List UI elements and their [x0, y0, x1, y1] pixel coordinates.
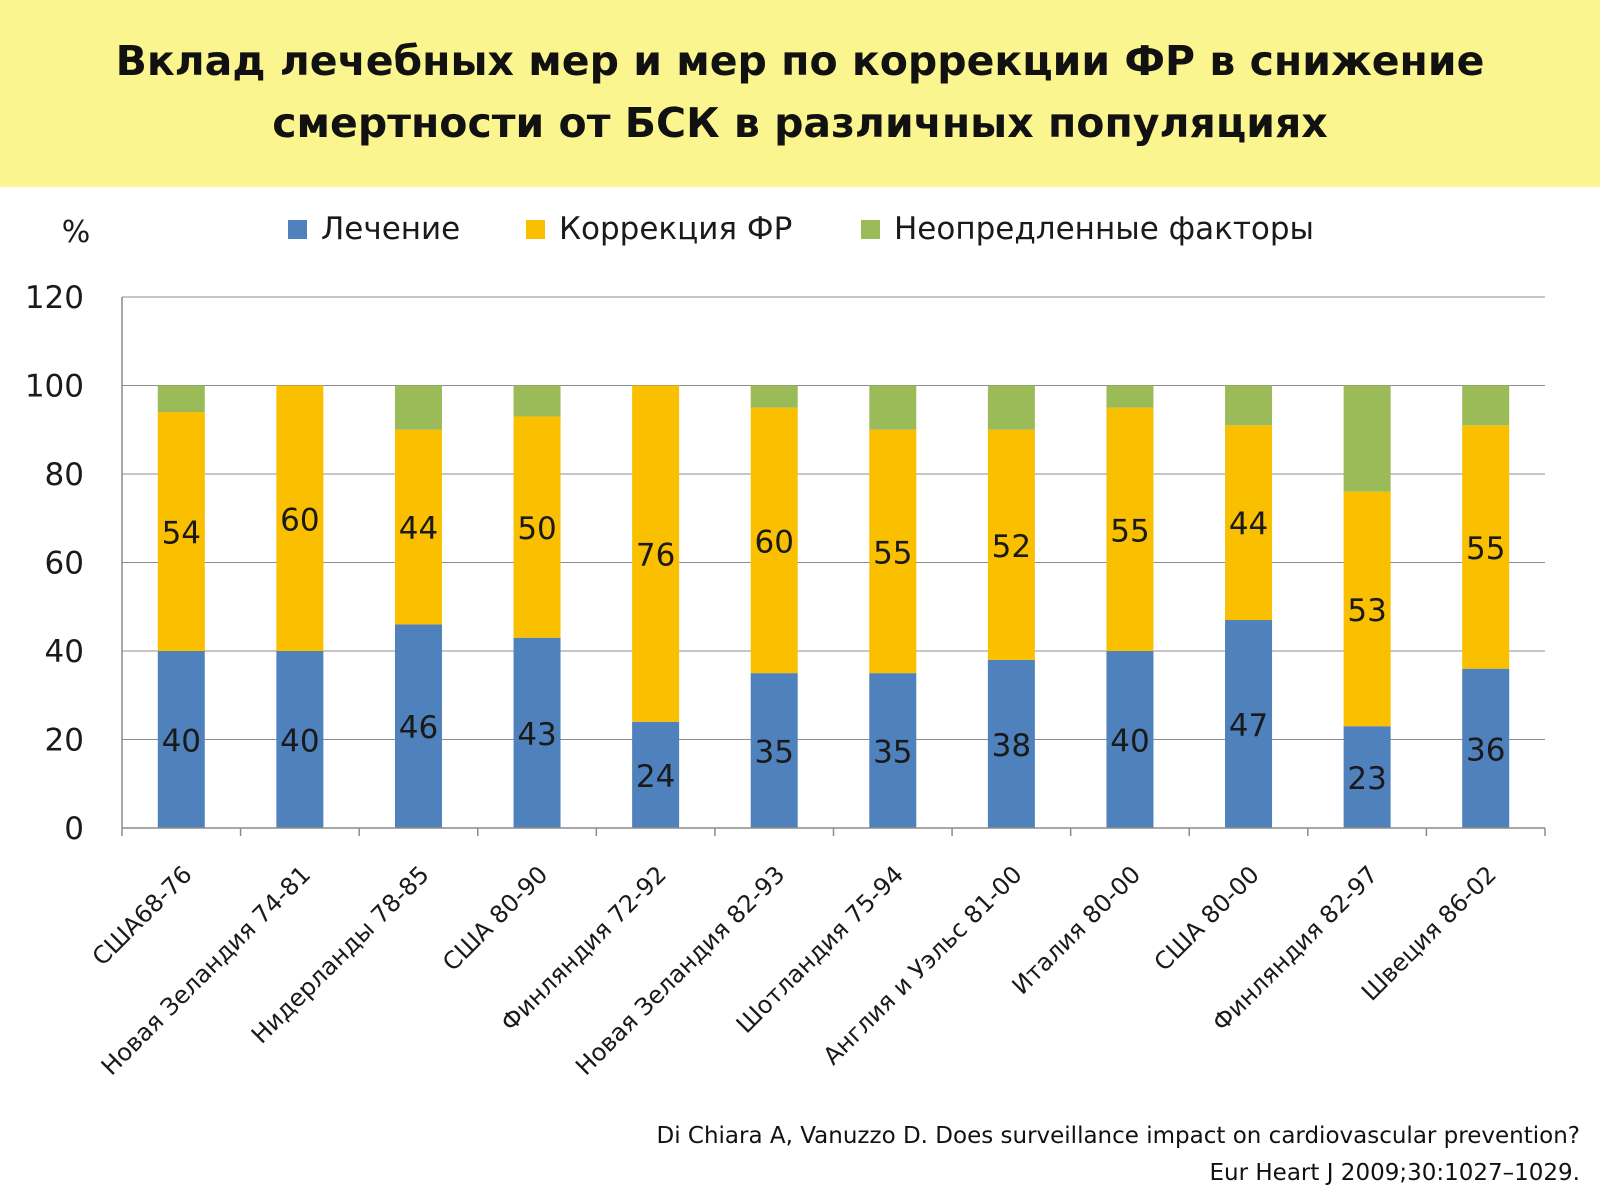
title-band [0, 0, 1600, 187]
bar-segment-3 [869, 385, 917, 430]
bar-segment-3 [750, 385, 798, 408]
bar-segment-1 [1462, 668, 1510, 828]
bar-segment-2 [1225, 425, 1273, 621]
bars [157, 385, 1510, 828]
data-label: 35 [873, 735, 912, 771]
bar-segment-2 [157, 412, 205, 651]
bar-segment-1 [276, 651, 324, 828]
gridlines [122, 296, 1545, 740]
bar-segment-3 [1225, 385, 1273, 426]
bar-segment-3 [1343, 385, 1391, 492]
bar-segment-1 [987, 659, 1035, 828]
x-category-label: США 80-90 [437, 860, 553, 976]
bar-segment-3 [394, 385, 442, 430]
data-label: 55 [1466, 531, 1505, 567]
x-category-label: США68-76 [87, 860, 198, 971]
bar-segment-1 [513, 637, 561, 828]
y-tick-label: 0 [64, 811, 84, 847]
legend: Лечение Коррекция ФР Неопредленные факторы [288, 211, 1314, 247]
data-label: 76 [636, 538, 675, 574]
x-category-label: Новая Зеландия 74-81 [96, 860, 316, 1080]
y-tick-label: 20 [45, 723, 84, 759]
citation-line-1: Di Chiara A, Vanuzzo D. Does surveillanc… [656, 1123, 1580, 1149]
bar-segment-1 [1225, 620, 1273, 828]
bar-segment-3 [1106, 385, 1154, 408]
bar-segment-2 [987, 429, 1035, 660]
bar-segment-1 [632, 721, 680, 828]
data-label: 43 [517, 717, 556, 753]
y-tick-label: 120 [25, 280, 84, 316]
data-label: 40 [1110, 724, 1149, 760]
bar-segment-2 [750, 407, 798, 674]
data-label: 44 [399, 511, 438, 547]
y-tick-label: 40 [45, 634, 84, 670]
data-label: 40 [280, 724, 319, 760]
citation: Di Chiara A, Vanuzzo D. Does surveillanc… [656, 1118, 1580, 1192]
bar-segment-1 [394, 624, 442, 828]
slide-title-line-2: смертности от БСК в различных популяциях [272, 99, 1328, 147]
data-label: 55 [1110, 513, 1149, 549]
bar-segment-3 [987, 385, 1035, 430]
legend-swatch [861, 220, 880, 239]
legend-swatch [526, 220, 545, 239]
bar-segment-2 [632, 385, 680, 722]
data-label: 24 [636, 759, 675, 795]
bar-segment-1 [1106, 651, 1154, 828]
x-category-label: США 80-00 [1149, 860, 1265, 976]
data-label: 38 [992, 728, 1031, 764]
slide-title: Вклад лечебных мер и мер по коррекции ФР… [60, 30, 1540, 154]
legend-label: Лечение [321, 211, 460, 247]
bar-segment-2 [1343, 491, 1391, 727]
data-label: 23 [1347, 761, 1386, 797]
y-axis-label: % [62, 215, 91, 250]
data-label: 44 [1229, 507, 1268, 543]
bar-segment-1 [869, 673, 917, 828]
stacked-bar-chart: 40 54 40 60 46 44 43 50 24 76 35 60 35 55 38 52 40 55 47 44… [25, 211, 1546, 1081]
legend-label: Коррекция ФР [559, 211, 792, 247]
data-label: 40 [162, 724, 201, 760]
bar-segment-2 [276, 385, 324, 651]
data-label: 35 [754, 735, 793, 771]
bar-segment-3 [157, 385, 205, 413]
x-category-label: Англия и Уэльс 81-00 [818, 860, 1028, 1070]
data-label: 53 [1347, 593, 1386, 629]
data-label: 36 [1466, 732, 1505, 768]
data-label: 54 [162, 516, 201, 552]
bar-segment-3 [513, 385, 561, 417]
bar-segment-1 [1343, 726, 1391, 828]
bar-segment-2 [869, 429, 917, 674]
data-labels: 40 54 40 60 46 44 43 50 24 76 35 60 35 55 38 52 40 55 47 44… [162, 502, 1506, 797]
bar-segment-1 [750, 673, 798, 828]
y-tick-label: 100 [25, 369, 84, 405]
bar-segment-2 [1462, 425, 1510, 669]
data-label: 46 [399, 710, 438, 746]
slide-title-line-1: Вклад лечебных мер и мер по коррекции ФР… [115, 37, 1485, 85]
legend-swatch [288, 220, 307, 239]
legend-label: Неопредленные факторы [894, 211, 1314, 247]
data-label: 55 [873, 535, 912, 571]
bar-segment-2 [513, 416, 561, 638]
citation-line-2: Eur Heart J 2009;30:1027–1029. [1209, 1160, 1580, 1186]
data-label: 47 [1229, 708, 1268, 744]
data-label: 52 [992, 529, 1031, 565]
data-label: 50 [517, 511, 556, 547]
x-category-label: Новая Зеландия 82-93 [570, 860, 790, 1080]
bar-segment-1 [157, 651, 205, 828]
data-label: 60 [754, 524, 793, 560]
x-category-label: Италия 80-00 [1007, 860, 1147, 1000]
data-label: 60 [280, 502, 319, 538]
bar-segment-2 [394, 429, 442, 625]
y-tick-label: 80 [45, 457, 84, 493]
bar-segment-3 [1462, 385, 1510, 426]
bar-segment-2 [1106, 407, 1154, 651]
y-tick-label: 60 [45, 546, 84, 582]
